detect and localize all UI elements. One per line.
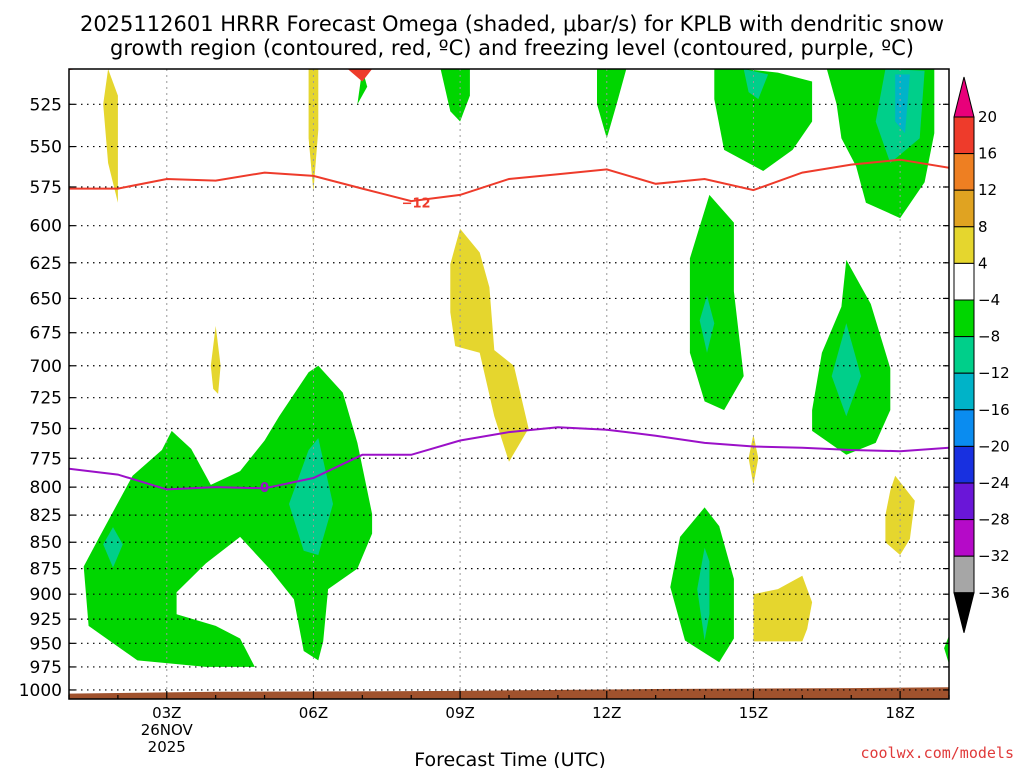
omega-region-8 <box>743 69 769 100</box>
y-tick-label-975: 975 <box>30 658 62 678</box>
title-line-2: growth region (contoured, red, ºC) and f… <box>110 36 914 60</box>
omega-shading-layer <box>83 69 949 667</box>
omega-region-6 <box>597 69 627 139</box>
contour-line-0 <box>69 158 949 203</box>
y-axis: 525 550 575 600 625 650 675 700 725 750 775 800 825 8… <box>19 95 949 701</box>
colorbar-swatch-13 <box>953 555 975 594</box>
omega-region-7 <box>714 69 813 171</box>
colorbar-swatch-10 <box>953 445 975 484</box>
x-tick-label-18Z: 18Z <box>885 704 914 722</box>
colorbar-swatch-1 <box>953 116 975 155</box>
colorbar-swatch-7 <box>953 336 975 374</box>
colorbar-label-2: 12 <box>978 181 997 199</box>
y-tick-label-650: 650 <box>30 289 62 309</box>
contour-label-0: −12 <box>402 197 431 212</box>
y-tick-label-750: 750 <box>30 419 62 439</box>
colorbar-label-8: −16 <box>978 401 1010 419</box>
colorbar-label-13: −36 <box>978 584 1010 602</box>
colorbar: 20 16 12 8 4 −4 −8 −12 −16 −20 −24 −28 −32 −36 <box>953 76 1010 633</box>
x-tick-label-03Z: 03Z <box>152 704 181 722</box>
x-tick-label-12Z: 12Z <box>592 704 621 722</box>
omega-region-24 <box>753 575 813 642</box>
colorbar-label-9: −20 <box>978 437 1010 455</box>
colorbar-swatch-9 <box>953 409 975 447</box>
colorbar-label-5: −4 <box>978 291 1000 309</box>
contour-label-2: 0 <box>260 481 269 496</box>
y-tick-label-775: 775 <box>30 449 62 469</box>
colorbar-swatch-5 <box>953 262 975 301</box>
y-tick-label-675: 675 <box>30 324 62 344</box>
colorbar-label-12: −32 <box>978 547 1010 565</box>
omega-region-12 <box>689 194 744 411</box>
colorbar-swatch-6 <box>953 299 975 338</box>
y-tick-label-875: 875 <box>30 560 62 580</box>
omega-region-26 <box>347 69 373 82</box>
colorbar-swatch-11 <box>953 482 975 521</box>
y-tick-label-800: 800 <box>30 478 62 498</box>
colorbar-label-0: 20 <box>978 108 997 126</box>
y-tick-label-550: 550 <box>30 138 62 158</box>
y-tick-label-525: 525 <box>30 95 62 115</box>
colorbar-swatch-12 <box>953 519 975 557</box>
contour-line-2 <box>69 426 949 491</box>
omega-region-4 <box>357 69 368 105</box>
omega-region-17 <box>697 547 710 641</box>
credit-text: coolwx.com/models <box>860 744 1014 762</box>
y-tick-label-575: 575 <box>30 178 62 198</box>
colorbar-label-3: 8 <box>978 218 988 236</box>
x-tick-label-15Z: 15Z <box>739 704 768 722</box>
colorbar-swatch-2 <box>953 153 975 191</box>
colorbar-label-6: −8 <box>978 328 1000 346</box>
omega-region-13 <box>699 295 715 353</box>
colorbar-bottom-arrow <box>953 592 975 633</box>
plot-area: −12 0 <box>69 69 949 699</box>
omega-region-11 <box>895 74 910 134</box>
x-tick-date: 26NOV <box>141 721 194 739</box>
y-tick-label-700: 700 <box>30 357 62 377</box>
y-tick-label-725: 725 <box>30 389 62 409</box>
x-tick-year: 2025 <box>148 738 186 756</box>
omega-region-20 <box>210 326 221 394</box>
y-tick-label-600: 600 <box>30 217 62 237</box>
title-line-1: 2025112601 HRRR Forecast Omega (shaded, … <box>80 12 944 36</box>
y-tick-label-825: 825 <box>30 506 62 526</box>
contour-layer: −12 0 <box>69 69 949 496</box>
omega-region-1 <box>166 542 177 574</box>
omega-region-2 <box>103 527 123 568</box>
omega-region-0 <box>83 365 373 667</box>
omega-region-25 <box>885 475 915 555</box>
x-tick-label-06Z: 06Z <box>299 704 328 722</box>
y-tick-label-900: 900 <box>30 585 62 605</box>
y-tick-label-625: 625 <box>30 254 62 274</box>
colorbar-label-11: −28 <box>978 511 1010 529</box>
colorbar-swatch-3 <box>953 189 975 228</box>
colorbar-swatch-4 <box>953 226 975 264</box>
omega-region-3 <box>289 438 333 555</box>
colorbar-swatch-8 <box>953 372 975 411</box>
gridlines <box>69 69 949 699</box>
colorbar-label-1: 16 <box>978 145 997 163</box>
colorbar-label-10: −24 <box>978 474 1010 492</box>
x-axis-label: Forecast Time (UTC) <box>414 749 605 768</box>
omega-region-5 <box>440 69 470 122</box>
omega-region-19 <box>103 69 118 203</box>
omega-region-18 <box>944 635 949 665</box>
omega-region-15 <box>831 323 861 417</box>
omega-region-22 <box>450 228 529 462</box>
y-tick-label-850: 850 <box>30 533 62 553</box>
x-tick-label-09Z: 09Z <box>445 704 474 722</box>
colorbar-label-7: −12 <box>978 364 1010 382</box>
y-tick-label-925: 925 <box>30 610 62 630</box>
y-tick-label-950: 950 <box>30 634 62 654</box>
colorbar-label-4: 4 <box>978 254 988 272</box>
y-tick-label-1000: 1000 <box>19 681 62 701</box>
